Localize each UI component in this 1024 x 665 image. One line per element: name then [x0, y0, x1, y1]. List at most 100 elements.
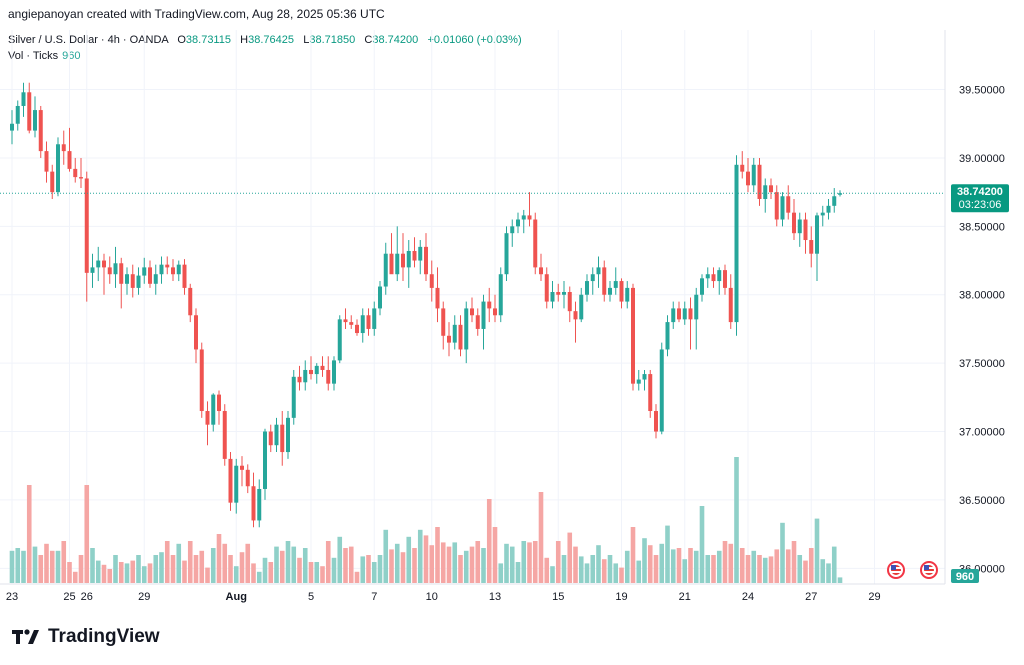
volume-bar [498, 563, 504, 583]
candle-body [228, 458, 233, 503]
candle-body [636, 379, 641, 384]
volume-bar [446, 546, 452, 583]
volume-bar [440, 542, 446, 583]
candle-body [15, 105, 20, 124]
candle-body [406, 250, 411, 268]
symbol-label[interactable]: Silver / U.S. Dollar · 4h · OANDA [8, 34, 169, 46]
volume-bar [170, 555, 176, 583]
volume-bar [567, 532, 573, 583]
volume-bar [527, 542, 532, 583]
volume-bar [291, 546, 297, 583]
volume-bar [538, 492, 544, 583]
candle-body [303, 369, 308, 383]
volume-bar [147, 563, 153, 583]
candle-body [326, 369, 331, 384]
volume-bar [808, 548, 814, 583]
volume-bar [262, 557, 268, 583]
high-value: 38.76425 [248, 34, 295, 46]
candle-body [107, 267, 112, 275]
time-tick-label: 15 [552, 591, 564, 603]
candle-body [38, 110, 43, 152]
candle-body [383, 253, 388, 287]
volume-bar [820, 559, 826, 583]
candle-body [418, 246, 423, 261]
time-tick-label: 27 [805, 591, 817, 603]
volume-bar [636, 560, 642, 583]
volume-bar [596, 545, 601, 583]
price-tick-label: 36.50000 [959, 495, 1005, 507]
volume-bar [693, 550, 699, 583]
volume-tag-value: 960 [956, 571, 974, 583]
volume-bar [210, 548, 216, 583]
volume-bar [780, 522, 785, 583]
candle-body [50, 171, 55, 193]
candle-body [337, 319, 342, 361]
ohlc-legend: Silver / U.S. Dollar · 4h · OANDA O38.73… [8, 34, 522, 46]
candle-body [527, 215, 532, 220]
volume-bar [337, 536, 343, 583]
volume-bar [136, 555, 141, 583]
candle-body [274, 424, 279, 446]
candle-body [136, 275, 141, 288]
candle-body [320, 365, 325, 370]
candle-body [257, 488, 262, 521]
price-tick-label: 39.00000 [959, 153, 1005, 165]
time-axis[interactable]: 23 25 26 29 Aug 5 7 10 13 15 19 21 24 27 29 [6, 591, 881, 603]
candle-body [199, 349, 204, 412]
volume-bar [515, 562, 521, 583]
volume-bar [757, 555, 762, 583]
volume-bar [193, 555, 199, 583]
volume-bar [72, 571, 78, 583]
candle-body [705, 274, 710, 279]
us-event-icon[interactable] [920, 561, 938, 579]
candle-body [153, 274, 158, 284]
candle-body [84, 178, 89, 273]
volume-bar [182, 560, 187, 583]
candle-body [378, 286, 382, 309]
candle-body [171, 267, 175, 275]
candle-body [360, 315, 365, 334]
tradingview-logo-icon [12, 629, 39, 644]
volume-bar [555, 541, 561, 583]
candle-body [596, 267, 601, 275]
volume-bar [619, 567, 624, 583]
candle-body [728, 287, 733, 323]
volume-bar [475, 541, 481, 583]
time-tick-label: 29 [138, 591, 150, 603]
candle-body [832, 196, 837, 206]
volume-bar [435, 527, 440, 583]
candle-body [309, 369, 313, 375]
volume-bar [348, 546, 354, 583]
candle-body [717, 270, 722, 282]
volume-bar [49, 550, 55, 583]
volume-bar [509, 546, 515, 583]
price-axis[interactable]: 39.50000 39.00000 38.50000 38.00000 37.50000… [959, 85, 1005, 576]
volume-bar [130, 560, 136, 583]
tradingview-logo[interactable]: TradingView [12, 626, 160, 648]
candle-body [401, 253, 405, 268]
volume-bar [423, 535, 429, 583]
price-tick-label: 38.50000 [959, 221, 1005, 233]
volume-bar [354, 571, 360, 583]
volume-bar [831, 546, 837, 583]
volume-label[interactable]: Vol · Ticks [8, 50, 59, 62]
volume-bar [642, 538, 647, 583]
candle-body [682, 308, 687, 320]
volume-bar [797, 555, 803, 583]
volume-bar [613, 563, 619, 583]
candle-body [424, 246, 428, 275]
candle-body [205, 411, 210, 425]
candle-body [734, 164, 739, 323]
volume-bar [578, 556, 584, 583]
candle-body [441, 308, 446, 336]
volume-bar [153, 555, 159, 583]
close-value: 38.74200 [372, 34, 419, 46]
candle-body [297, 376, 302, 383]
us-event-icon[interactable] [887, 561, 905, 579]
volume-bar [676, 548, 682, 583]
candle-body [464, 308, 469, 350]
volume-bar [406, 536, 412, 583]
candle-body [96, 260, 101, 268]
candle-body [90, 267, 95, 273]
